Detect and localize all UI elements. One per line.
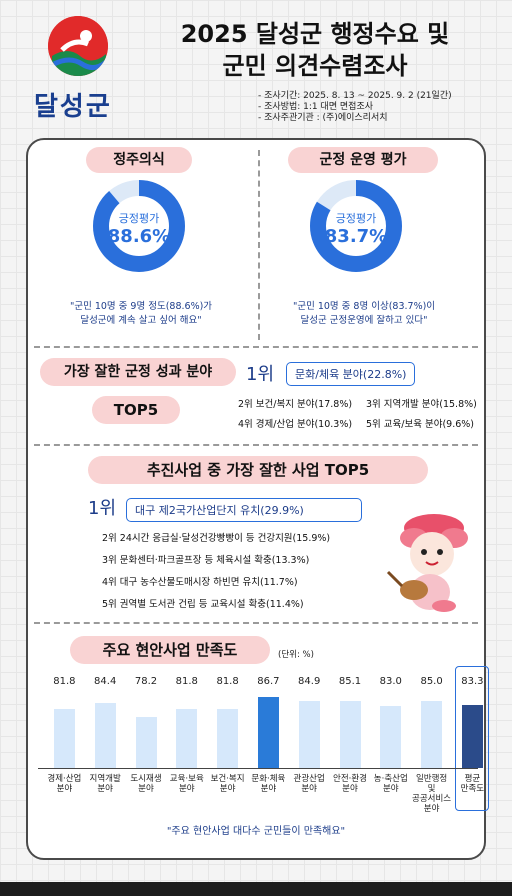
category-label-1: 경제·산업 분야 <box>47 774 82 794</box>
bar-8 <box>339 700 361 768</box>
best-field-rank1-box: 문화/체육 분야(22.8%) <box>286 362 416 386</box>
footer-bar <box>0 882 512 896</box>
bar-3 <box>135 717 157 768</box>
bar-value-label-9: 83.0 <box>379 676 402 687</box>
bar-value-label-4: 81.8 <box>175 676 198 687</box>
best-field-title: 가장 잘한 군정 성과 분야 <box>40 358 236 386</box>
bar-7 <box>298 701 320 768</box>
best-field-rank4: 4위 경제/산업 분야(10.3%) <box>238 419 353 430</box>
section-divider <box>34 444 478 446</box>
governance-value: 83.7% <box>324 226 388 247</box>
bar-2 <box>94 702 116 768</box>
bar-1 <box>53 708 75 768</box>
page-title: 2025 달성군 행정수요 및 군민 의견수렴조사 <box>150 18 480 82</box>
bar-value-label-7: 84.9 <box>298 676 321 687</box>
survey-info: - 조사기간: 2025. 8. 13 ~ 2025. 9. 2 (21일간) … <box>258 91 452 124</box>
bar-4 <box>176 708 198 768</box>
governance-label: 긍정평가 <box>335 212 377 225</box>
category-label-5: 보건·복지 분야 <box>210 774 245 794</box>
category-label-8: 안전·환경 분야 <box>333 774 367 794</box>
best-project-rank5: 5위 권역별 도서관 건립 등 교육시설 확충(11.4%) <box>102 599 304 610</box>
best-project-rank4: 4위 대구 농수산물도매시장 하빈면 유치(11.7%) <box>102 577 298 588</box>
bar-10 <box>421 701 443 768</box>
category-label-6: 문화·체육 분야 <box>251 774 286 794</box>
bar-value-label-2: 84.4 <box>94 676 117 687</box>
category-label-3: 도시재생 분야 <box>130 774 162 794</box>
best-field-rank3: 3위 지역개발 분야(15.8%) <box>366 399 477 410</box>
survey-agency: - 조사주관기관 : (주)에이스리서치 <box>258 113 388 123</box>
section-divider <box>258 150 260 340</box>
bar-value-label-8: 85.1 <box>338 676 362 687</box>
category-label-11: 평균 만족도 <box>460 774 485 794</box>
section-divider <box>34 346 478 348</box>
satisfaction-footer-quote: "주요 현안사업 대다수 군민들이 만족해요" <box>166 826 346 837</box>
logo-emblem <box>48 16 108 76</box>
bar-value-label-1: 81.8 <box>53 676 76 687</box>
title-line-1: 2025 달성군 행정수요 및 <box>180 20 450 48</box>
survey-method: - 조사방법: 1:1 대면 면접조사 <box>258 102 374 112</box>
best-field-rank5: 5위 교육/보육 분야(9.6%) <box>366 419 475 430</box>
governance-quote-line-2: 달성군 군정운영에 잘하고 있다" <box>300 315 428 326</box>
bar-value-label-5: 81.8 <box>216 676 239 687</box>
governance-title: 군정 운영 평가 <box>288 147 438 173</box>
average-bar-highlight-box <box>455 666 490 811</box>
governance-donut <box>310 180 402 272</box>
satisfaction-chart: 81.8 경제·산업 분야 84.4 지역개발 분야 78.2 도시재생 분야 81.8 교육… <box>30 666 490 828</box>
bar-value-label-3: 78.2 <box>134 676 158 687</box>
governance-quote: "군민 10명 중 8명 이상(83.7%)이 달성군 군정운영에 잘하고 있다… <box>264 300 464 328</box>
logo-text: 달성군 <box>34 92 112 122</box>
survey-period: - 조사기간: 2025. 8. 13 ~ 2025. 9. 2 (21일간) <box>258 91 452 101</box>
bar-value-label-6: 86.7 <box>257 676 280 687</box>
bar-6 <box>257 697 279 768</box>
best-project-rank2: 2위 24시간 응급실·달성건강빵빵이 등 건강지원(15.9%) <box>102 533 331 544</box>
best-project-rank1-box: 대구 제2국가산업단지 유치(29.9%) <box>126 498 362 522</box>
settlement-donut <box>93 180 185 272</box>
best-project-title: 추진사업 중 가장 잘한 사업 TOP5 <box>88 456 428 484</box>
category-label-9: 농·축산업 분야 <box>373 774 408 794</box>
best-field-rank2: 2위 보건/복지 분야(17.8%) <box>238 399 353 410</box>
bar-value-label-10: 85.0 <box>420 676 443 687</box>
settlement-title: 정주의식 <box>86 147 192 173</box>
settlement-quote: "군민 10명 중 9명 정도(88.6%)가 달성군에 계속 살고 싶어 해요… <box>46 300 236 328</box>
best-project-rank1-label: 1위 <box>88 498 117 519</box>
settlement-label: 긍정평가 <box>118 212 160 225</box>
mascot-illustration <box>386 514 468 612</box>
best-field-subtitle: TOP5 <box>92 396 180 424</box>
bar-value-label-11: 83.3 <box>461 676 484 687</box>
bar-5 <box>217 708 239 768</box>
section-divider <box>34 622 478 624</box>
category-label-4: 교육·보육 분야 <box>169 774 204 794</box>
settlement-quote-line-1: "군민 10명 중 9명 정도(88.6%)가 <box>69 301 213 312</box>
settlement-value: 88.6% <box>107 226 171 247</box>
satisfaction-title: 주요 현안사업 만족도 <box>70 636 270 664</box>
category-label-7: 관광산업 분야 <box>293 774 325 794</box>
category-label-10: 일반행정 및 공공서비스 분야 <box>412 774 452 814</box>
x-axis-line <box>38 768 478 769</box>
best-field-rank1-label: 1위 <box>246 364 275 385</box>
title-line-2: 군민 의견수렴조사 <box>222 52 408 80</box>
settlement-quote-line-2: 달성군에 계속 살고 싶어 해요" <box>80 315 202 326</box>
best-project-rank3: 3위 문화센터·파크골프장 등 체육시설 확충(13.3%) <box>102 555 310 566</box>
satisfaction-unit: (단위: %) <box>278 650 314 660</box>
category-label-2: 지역개발 분야 <box>89 774 121 794</box>
bar-9 <box>380 705 402 768</box>
governance-quote-line-1: "군민 10명 중 8명 이상(83.7%)이 <box>292 301 436 312</box>
bar-11 <box>461 705 483 768</box>
